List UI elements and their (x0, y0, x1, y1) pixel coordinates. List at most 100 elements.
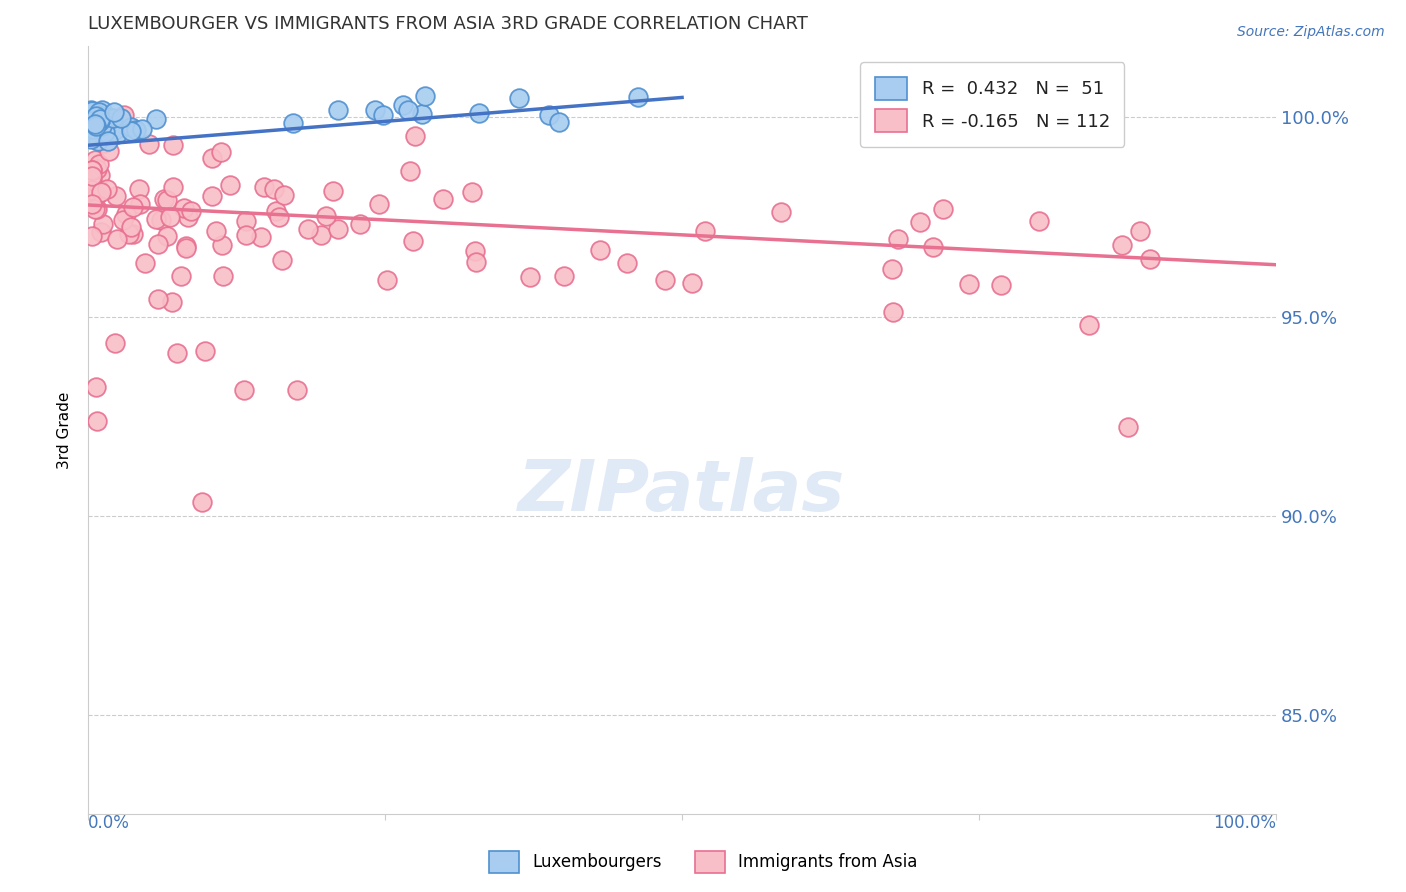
Point (128, 182, 150, 196)
Point (90, 103, 112, 117)
Point (87, 134, 110, 148)
Point (201, 151, 224, 165)
Point (84, 119, 107, 133)
Point (297, 221, 319, 235)
Point (159, 210, 181, 224)
Point (271, 253, 294, 268)
Point (89, 115, 111, 129)
Point (508, 91, 530, 105)
Point (91, 120, 114, 134)
Point (173, 201, 195, 215)
Point (957, 277, 980, 292)
Point (121, 200, 143, 214)
Legend: R =  0.432   N =  51, R = -0.165   N = 112: R = 0.432 N = 51, R = -0.165 N = 112 (860, 62, 1125, 146)
Point (79, 116, 101, 130)
Text: ZIPatlas: ZIPatlas (519, 457, 846, 526)
Point (79, 117, 101, 131)
Point (1078, 318, 1101, 332)
Point (309, 228, 332, 243)
Point (201, 188, 224, 202)
Point (134, 255, 156, 269)
Point (990, 277, 1012, 292)
Point (93, 136, 115, 151)
Point (180, 203, 202, 218)
Point (83, 153, 105, 167)
Point (84, 202, 107, 216)
Point (148, 237, 170, 252)
Point (315, 209, 337, 223)
Point (166, 346, 188, 360)
Point (79, 117, 101, 131)
Text: Source: ZipAtlas.com: Source: ZipAtlas.com (1237, 25, 1385, 39)
Point (212, 268, 235, 283)
Point (138, 136, 160, 151)
Point (86, 188, 108, 202)
Point (249, 229, 271, 244)
Point (105, 127, 128, 141)
Point (548, 114, 571, 128)
Point (82, 113, 104, 128)
Point (93, 125, 115, 139)
Point (80, 169, 103, 183)
Point (89, 104, 111, 119)
Point (169, 268, 191, 283)
Point (1139, 252, 1161, 266)
Point (100, 111, 122, 125)
Point (1028, 213, 1050, 227)
Point (402, 235, 425, 249)
Point (87, 157, 110, 171)
Point (80, 163, 103, 178)
Point (125, 122, 148, 136)
Point (84, 380, 107, 394)
Point (83, 119, 105, 133)
Point (322, 184, 344, 198)
Point (908, 215, 931, 229)
Point (519, 269, 541, 284)
Point (96, 182, 118, 196)
Point (681, 276, 703, 290)
Point (131, 122, 153, 136)
Point (83, 117, 105, 131)
Text: 0.0%: 0.0% (89, 814, 129, 832)
Point (328, 222, 350, 236)
Point (79, 103, 101, 117)
Point (80, 163, 103, 178)
Point (86, 161, 108, 176)
Point (121, 227, 143, 241)
Point (921, 240, 943, 254)
Point (233, 384, 256, 398)
Text: LUXEMBOURGER VS IMMIGRANTS FROM ASIA 3RD GRADE CORRELATION CHART: LUXEMBOURGER VS IMMIGRANTS FROM ASIA 3RD… (89, 15, 808, 33)
Point (269, 210, 291, 224)
Point (153, 192, 176, 206)
Point (211, 238, 233, 252)
Point (98, 144, 121, 158)
Point (273, 188, 295, 202)
Point (145, 112, 167, 126)
Point (104, 188, 127, 202)
Point (461, 186, 484, 200)
Point (86, 109, 108, 123)
Point (90, 185, 112, 199)
Point (82, 104, 104, 119)
Point (174, 238, 197, 252)
Point (1111, 237, 1133, 252)
Point (553, 268, 575, 283)
Point (90, 225, 112, 239)
Point (120, 120, 142, 134)
Point (104, 335, 127, 350)
Point (235, 213, 257, 227)
Point (162, 138, 184, 153)
Point (770, 205, 793, 219)
Point (80, 228, 103, 243)
Point (80, 132, 103, 146)
Point (87, 118, 110, 132)
Point (103, 105, 125, 120)
Point (90, 111, 112, 125)
Point (205, 225, 228, 239)
Point (148, 292, 170, 306)
Point (392, 98, 415, 112)
Point (82, 122, 104, 136)
Point (97, 134, 120, 148)
Point (264, 203, 287, 218)
Point (432, 192, 454, 206)
